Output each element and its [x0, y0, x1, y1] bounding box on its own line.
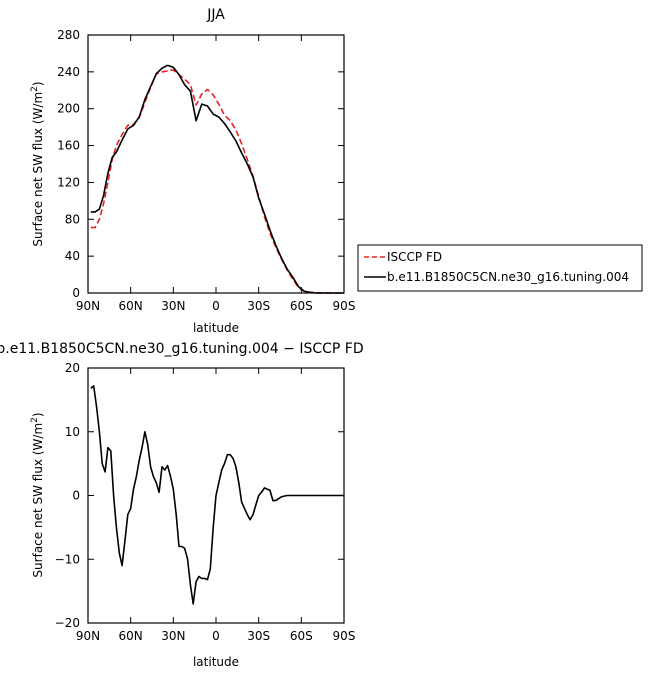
top-y-tick-label: 240: [57, 65, 80, 79]
top-y-tick-label: 280: [57, 28, 80, 42]
top-y-tick-label: 200: [57, 102, 80, 116]
bottom-x-tick-label: 60N: [119, 629, 143, 643]
top-x-axis-label: latitude: [193, 321, 239, 335]
bottom-panel: b.e11.B1850C5CN.ne30_g16.tuning.004 − IS…: [0, 341, 364, 669]
top-panel: JJA 90N 60N 30N 0 30S 60S 90S 0 40 80 120 160 200 240…: [30, 7, 355, 335]
bottom-series-line-0: [90, 385, 344, 605]
top-plot-area: [90, 64, 344, 294]
bottom-y-axis-label: Surface net SW flux (W/m2): [30, 412, 45, 577]
bottom-y-tick-label: 0: [72, 489, 80, 503]
bottom-y-tick-label: 10: [65, 425, 80, 439]
bottom-y-tick-label: −10: [55, 552, 80, 566]
top-series-line-1: [90, 64, 344, 294]
bottom-chart-title: b.e11.B1850C5CN.ne30_g16.tuning.004 − IS…: [0, 341, 364, 357]
bottom-axis-ticks: 90N 60N 30N 0 30S 60S 90S −20 −10 0 10 20: [55, 361, 356, 643]
top-x-tick-label: 30S: [247, 299, 270, 313]
top-y-tick-label: 40: [65, 249, 80, 263]
legend-label-isccp: ISCCP FD: [387, 250, 442, 264]
bottom-y-tick-label: 20: [65, 361, 80, 375]
top-x-tick-label: 0: [212, 299, 220, 313]
top-y-tick-label: 120: [57, 175, 80, 189]
top-series-line-0: [90, 69, 344, 294]
top-y-tick-label: 80: [65, 212, 80, 226]
bottom-x-tick-label: 60S: [290, 629, 313, 643]
bottom-x-tick-label: 30S: [247, 629, 270, 643]
top-y-tick-label: 160: [57, 139, 80, 153]
bottom-x-axis-label: latitude: [193, 655, 239, 669]
top-x-tick-label: 60N: [119, 299, 143, 313]
top-x-tick-label: 90N: [76, 299, 100, 313]
top-axis-ticks: 90N 60N 30N 0 30S 60S 90S 0 40 80 120 160 200 240 280: [57, 28, 355, 313]
top-y-axis-label: Surface net SW flux (W/m2): [30, 81, 45, 246]
legend-box: [357, 244, 643, 292]
bottom-y-tick-label: −20: [55, 616, 80, 630]
bottom-x-tick-label: 0: [212, 629, 220, 643]
top-x-tick-label: 30N: [161, 299, 185, 313]
bottom-x-tick-label: 90S: [333, 629, 356, 643]
legend: ISCCP FD b.e11.B1850C5CN.ne30_g16.tuning…: [357, 244, 643, 292]
top-y-tick-label: 0: [72, 286, 80, 300]
bottom-plot-area: [90, 385, 344, 605]
top-chart-title: JJA: [206, 7, 225, 23]
bottom-x-tick-label: 30N: [161, 629, 185, 643]
bottom-x-tick-label: 90N: [76, 629, 100, 643]
top-x-tick-label: 60S: [290, 299, 313, 313]
top-x-tick-label: 90S: [333, 299, 356, 313]
legend-label-model: b.e11.B1850C5CN.ne30_g16.tuning.004: [387, 270, 629, 284]
top-plot-frame: [87, 34, 345, 294]
